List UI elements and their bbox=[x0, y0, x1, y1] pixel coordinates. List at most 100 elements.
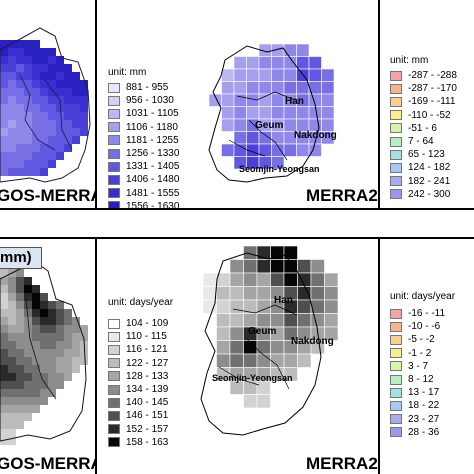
grid-cell bbox=[56, 381, 64, 389]
grid-cell bbox=[40, 120, 48, 128]
grid-cell bbox=[8, 317, 16, 325]
legend-item: 7 - 64 bbox=[390, 135, 457, 148]
legend-label: -10 - -6 bbox=[408, 321, 441, 333]
grid-cell bbox=[297, 353, 312, 368]
grid-cell bbox=[56, 144, 64, 152]
bottom-middle-panel: Han Geum Nakdong Seomjin-Yeongsan unit: … bbox=[97, 239, 378, 474]
grid-cell bbox=[8, 88, 16, 96]
grid-cell bbox=[24, 373, 32, 381]
grid-cell bbox=[16, 421, 24, 429]
grid-cell bbox=[24, 72, 32, 80]
grid-cell bbox=[80, 96, 88, 104]
grid-cell bbox=[8, 429, 16, 437]
grid-cell bbox=[48, 136, 56, 144]
grid-cell bbox=[283, 106, 297, 120]
legend-swatch bbox=[108, 161, 120, 172]
grid-cell bbox=[0, 381, 8, 389]
legend-swatch bbox=[390, 321, 402, 332]
grid-cell bbox=[308, 56, 322, 70]
grid-cell bbox=[24, 112, 32, 120]
grid-cell bbox=[296, 81, 310, 95]
grid-cell bbox=[0, 56, 8, 64]
grid-cell bbox=[271, 81, 285, 95]
grid-cell bbox=[72, 333, 80, 341]
grid-cell bbox=[40, 365, 48, 373]
legend-label: 1406 - 1480 bbox=[126, 174, 180, 186]
top-map-label-nakdong: Nakdong bbox=[294, 130, 337, 141]
grid-cell bbox=[16, 120, 24, 128]
grid-cell bbox=[24, 357, 32, 365]
legend-swatch bbox=[390, 70, 402, 81]
legend-label: 1031 - 1105 bbox=[126, 108, 179, 120]
grid-cell bbox=[256, 259, 271, 274]
grid-cell bbox=[8, 64, 16, 72]
grid-cell bbox=[16, 136, 24, 144]
grid-cell bbox=[24, 277, 32, 285]
grid-cell bbox=[56, 309, 64, 317]
grid-cell bbox=[56, 64, 64, 72]
bottom-title-box: mm) bbox=[0, 247, 42, 269]
grid-cell bbox=[324, 286, 339, 301]
grid-cell bbox=[72, 357, 80, 365]
grid-cell bbox=[216, 340, 231, 355]
grid-cell bbox=[48, 120, 56, 128]
legend-label: 8 - 12 bbox=[408, 374, 434, 386]
grid-cell bbox=[24, 48, 32, 56]
grid-cell bbox=[202, 272, 217, 287]
grid-cell bbox=[48, 56, 56, 64]
grid-cell bbox=[64, 317, 72, 325]
grid-cell bbox=[64, 144, 72, 152]
legend-item: -287 - -288 bbox=[390, 69, 457, 82]
legend-label: 1331 - 1405 bbox=[126, 161, 180, 173]
grid-cell bbox=[56, 373, 64, 381]
grid-cell bbox=[0, 277, 8, 285]
legend-item: 122 - 127 bbox=[108, 357, 168, 370]
top-map-label-han: Han bbox=[285, 96, 304, 107]
legend-swatch bbox=[108, 122, 120, 133]
grid-cell bbox=[0, 120, 8, 128]
grid-cell bbox=[8, 333, 16, 341]
grid-cell bbox=[297, 286, 312, 301]
grid-cell bbox=[216, 313, 231, 328]
grid-cell bbox=[48, 325, 56, 333]
legend-label: 28 - 36 bbox=[408, 426, 440, 438]
grid-cell bbox=[283, 245, 298, 260]
grid-cell bbox=[80, 88, 88, 96]
legend-item: 65 - 123 bbox=[390, 148, 457, 161]
grid-cell bbox=[233, 118, 247, 132]
legend-item: -10 - -6 bbox=[390, 320, 445, 333]
grid-cell bbox=[72, 325, 80, 333]
grid-cell bbox=[48, 365, 56, 373]
legend-label: 3 - 7 bbox=[408, 360, 429, 372]
legend-item: 140 - 145 bbox=[108, 396, 168, 409]
grid-cell bbox=[8, 136, 16, 144]
grid-cell bbox=[32, 168, 40, 176]
grid-cell bbox=[56, 333, 64, 341]
grid-cell bbox=[24, 301, 32, 309]
grid-cell bbox=[0, 309, 8, 317]
grid-cell bbox=[40, 112, 48, 120]
grid-cell bbox=[221, 93, 235, 107]
grid-cell bbox=[283, 313, 298, 328]
grid-cell bbox=[64, 64, 72, 72]
grid-cell bbox=[0, 80, 8, 88]
grid-cell bbox=[16, 293, 24, 301]
grid-cell bbox=[24, 64, 32, 72]
grid-cell bbox=[271, 156, 285, 170]
grid-cell bbox=[24, 325, 32, 333]
grid-cell bbox=[229, 313, 244, 328]
grid-cell bbox=[202, 299, 217, 314]
grid-cell bbox=[297, 259, 312, 274]
grid-cell bbox=[296, 43, 310, 57]
grid-cell bbox=[24, 333, 32, 341]
grid-cell bbox=[0, 88, 8, 96]
legend-item: 1481 - 1555 bbox=[108, 187, 179, 200]
grid-cell bbox=[16, 285, 24, 293]
grid-cell bbox=[16, 389, 24, 397]
grid-cell bbox=[32, 405, 40, 413]
grid-cell bbox=[64, 325, 72, 333]
grid-cell bbox=[270, 340, 285, 355]
legend-label: -287 - -288 bbox=[408, 70, 457, 82]
grid-cell bbox=[32, 120, 40, 128]
legend-label: 881 - 955 bbox=[126, 82, 169, 94]
